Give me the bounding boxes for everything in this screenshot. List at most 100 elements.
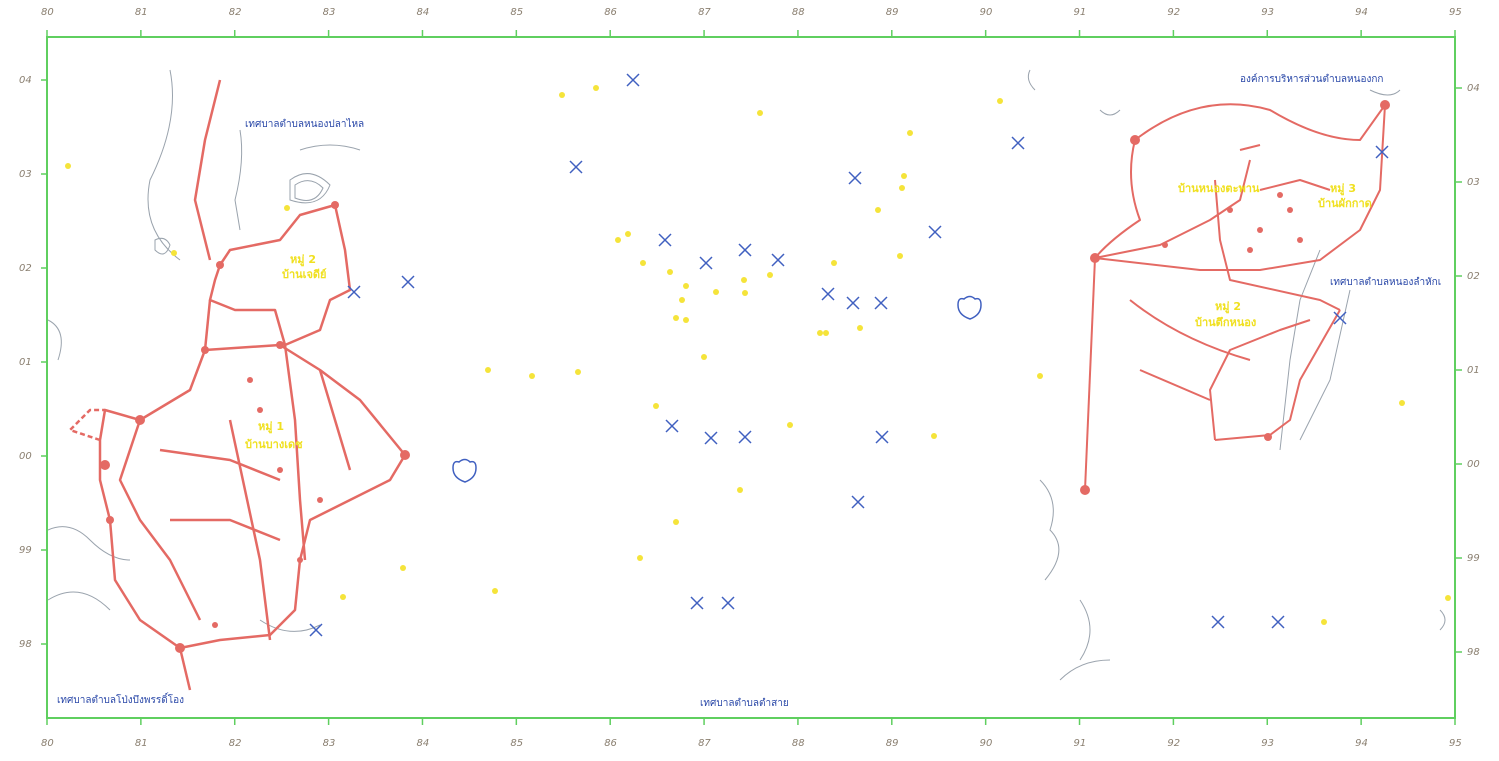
- yellow-point: [1399, 400, 1405, 406]
- yellow-point: [673, 519, 679, 525]
- top-tick-label: 86: [604, 7, 617, 18]
- yellow-point: [683, 283, 689, 289]
- marker-icon: [1375, 145, 1389, 159]
- yellow-point: [637, 555, 643, 561]
- top-tick-label: 91: [1074, 7, 1087, 18]
- top-tick-label: 87: [698, 7, 711, 18]
- yellow-point: [901, 173, 907, 179]
- yellow-point: [679, 297, 685, 303]
- yellow-point: [737, 487, 743, 493]
- yellow-point: [400, 565, 406, 571]
- left-tick-label: 00: [19, 451, 32, 462]
- top-tick-label: 81: [135, 7, 148, 18]
- yellow-point: [817, 330, 823, 336]
- yellow-point: [742, 290, 748, 296]
- place-label-right: เทศบาลตำบลหนองลำหักเ: [1330, 277, 1441, 288]
- bottom-tick-label: 95: [1449, 738, 1462, 749]
- left-tick-label: 01: [19, 357, 32, 368]
- bottom-tick-label: 93: [1261, 738, 1274, 749]
- right-tick-label: 98: [1467, 647, 1480, 658]
- village-label: บ้านผักกาด: [1318, 197, 1372, 210]
- bottom-tick-label: 88: [792, 738, 805, 749]
- yellow-point: [907, 130, 913, 136]
- yellow-point: [529, 373, 535, 379]
- top-tick-label: 90: [980, 7, 993, 18]
- right-tick-label: 04: [1467, 83, 1480, 94]
- marker-icon: [928, 225, 942, 239]
- map-frame: [46, 36, 1456, 719]
- left-tick-label: 99: [19, 545, 32, 556]
- top-tick-label: 89: [886, 7, 899, 18]
- marker-icon: [1333, 311, 1347, 325]
- marker-icon: [690, 596, 704, 610]
- marker-icon: [569, 160, 583, 174]
- yellow-point: [1321, 619, 1327, 625]
- yellow-point: [741, 277, 747, 283]
- yellow-point: [701, 354, 707, 360]
- yellow-point: [857, 325, 863, 331]
- village-label: บ้านตึกหนอง: [1195, 316, 1256, 329]
- village-label: หมู่ 1: [258, 420, 284, 434]
- yellow-point: [615, 237, 621, 243]
- marker-icon: [699, 256, 713, 270]
- yellow-point: [65, 163, 71, 169]
- yellow-point-layer: [65, 85, 1451, 625]
- marker-icon: [851, 495, 865, 509]
- yellow-point: [575, 369, 581, 375]
- coordinate-ticks: 80 81 82 83 84 85 86 87 88 89 90 91 92 93 94 95 80 81 82 83…: [19, 7, 1480, 749]
- bottom-tick-label: 89: [886, 738, 899, 749]
- marker-icon: [821, 287, 835, 301]
- yellow-point: [897, 253, 903, 259]
- yellow-point: [340, 594, 346, 600]
- yellow-point: [875, 207, 881, 213]
- right-tick-label: 01: [1467, 365, 1480, 376]
- left-road-dots: [100, 201, 410, 653]
- place-label-top-left: เทศบาลตำบลหนองปลาไหล: [245, 118, 364, 130]
- yellow-point: [683, 317, 689, 323]
- marker-icon: [721, 596, 735, 610]
- village-label: หมู่ 2: [290, 253, 316, 267]
- top-tick-label: 84: [416, 7, 429, 18]
- yellow-point: [713, 289, 719, 295]
- yellow-point: [593, 85, 599, 91]
- left-tick-label: 03: [19, 169, 32, 180]
- marker-icon: [848, 171, 862, 185]
- marker-icon: [771, 253, 785, 267]
- yellow-point: [767, 272, 773, 278]
- place-label-bottom-left: เทศบาลตำบลโป่งบึงพรรดิ์โอง: [57, 692, 184, 706]
- yellow-point: [673, 315, 679, 321]
- bottom-tick-label: 91: [1074, 738, 1087, 749]
- bottom-tick-label: 84: [416, 738, 429, 749]
- marker-icon: [738, 243, 752, 257]
- village-label: หมู่ 3: [1330, 182, 1356, 196]
- top-tick-label: 82: [229, 7, 242, 18]
- yellow-point: [1037, 373, 1043, 379]
- marker-icon: [846, 296, 860, 310]
- top-tick-label: 94: [1355, 7, 1368, 18]
- right-tick-label: 03: [1467, 177, 1480, 188]
- marker-icon: [1011, 136, 1025, 150]
- right-tick-label: 02: [1467, 271, 1480, 282]
- yellow-point: [931, 433, 937, 439]
- bottom-tick-label: 82: [229, 738, 242, 749]
- marker-icon: [401, 275, 415, 289]
- right-tick-label: 99: [1467, 553, 1480, 564]
- bottom-tick-label: 86: [604, 738, 617, 749]
- left-road-network: [68, 79, 407, 691]
- marker-icon: [658, 233, 672, 247]
- village-label: หมู่ 2: [1215, 300, 1241, 314]
- yellow-point: [485, 367, 491, 373]
- top-tick-label: 80: [41, 7, 54, 18]
- yellow-point: [171, 250, 177, 256]
- yellow-point: [640, 260, 646, 266]
- marker-icon: [309, 623, 323, 637]
- yellow-point: [823, 330, 829, 336]
- marker-icon: [1211, 615, 1225, 629]
- right-road-dots: [1080, 100, 1390, 495]
- yellow-point: [653, 403, 659, 409]
- marker-icon: [1271, 615, 1285, 629]
- bottom-tick-label: 80: [41, 738, 54, 749]
- top-tick-label: 85: [510, 7, 523, 18]
- yellow-point: [625, 231, 631, 237]
